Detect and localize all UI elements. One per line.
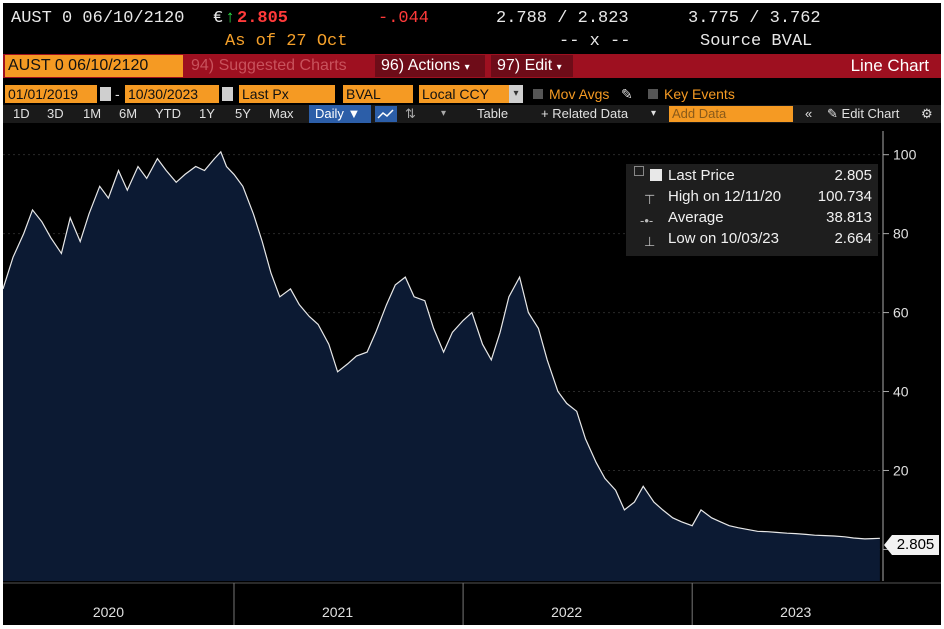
chevron-down-icon[interactable]: ▾	[441, 108, 447, 119]
price-chart: 0204060801002020202120222023	[3, 131, 941, 625]
table-button[interactable]: Table	[477, 106, 509, 121]
legend-last-value: 2.805	[834, 167, 872, 184]
edit-chart-button[interactable]: ✎ Edit Chart	[827, 105, 899, 123]
bloomberg-terminal-window: AUST 0 06/10/2120 € ↑ 2.805 -.044 2.788 …	[3, 3, 941, 625]
average-marker-icon: -•-	[640, 213, 654, 228]
up-arrow-icon: ↑	[225, 9, 236, 28]
chart-parameters-row: 01/01/2019 - 10/30/2023 Last Px BVAL Loc…	[3, 85, 941, 103]
chart-type-label: Line Chart	[850, 56, 929, 75]
chevron-down-icon: ▾	[464, 62, 470, 73]
suggested-charts-menu[interactable]: 94) Suggested Charts	[191, 57, 347, 74]
chevron-down-icon[interactable]: ▾	[651, 108, 657, 119]
price-area	[3, 151, 880, 581]
period-5y[interactable]: 5Y	[235, 106, 251, 121]
y-tick-label: 60	[893, 305, 909, 321]
quote-subheader: As of 27 Oct -- x -- Source BVAL	[3, 31, 941, 53]
add-data-input[interactable]: Add Data	[669, 106, 793, 122]
legend-last-price: Last Price 2.805	[626, 166, 878, 186]
period-1y[interactable]: 1Y	[199, 106, 215, 121]
legend-average-value: 38.813	[826, 209, 872, 226]
price-change: -.044	[378, 9, 430, 28]
actions-menu-label: 96) Actions	[381, 57, 461, 74]
ticker-label: AUST 0 06/10/2120	[11, 9, 185, 28]
series-swatch	[650, 169, 662, 181]
bid-ask: 2.788 / 2.823	[496, 9, 629, 28]
y-tick-label: 80	[893, 226, 909, 242]
y-tick-label: 100	[893, 147, 917, 163]
actions-menu[interactable]: 96) Actions ▾	[375, 55, 485, 77]
collapse-icon[interactable]: «	[805, 106, 813, 121]
key-events-checkbox[interactable]	[648, 89, 658, 99]
mov-avgs-label: Mov Avgs	[549, 86, 610, 102]
low-marker-icon: ⊥	[644, 234, 656, 249]
related-data-button[interactable]: + Related Data	[541, 106, 629, 121]
legend-high-label: High on 12/11/20	[668, 188, 782, 205]
period-max[interactable]: Max	[269, 106, 294, 121]
key-events-label: Key Events	[664, 86, 735, 102]
pencil-icon: ✎	[827, 106, 838, 121]
edit-menu[interactable]: 97) Edit ▾	[491, 55, 573, 77]
period-1d[interactable]: 1D	[13, 106, 30, 121]
y-tick-label: 40	[893, 384, 909, 400]
open-high: 3.775 / 3.762	[688, 9, 821, 28]
last-price-flag: 2.805	[884, 535, 939, 555]
pencil-icon[interactable]: ✎	[621, 86, 633, 102]
currency-symbol: €	[213, 9, 224, 28]
calendar-icon[interactable]	[222, 87, 233, 101]
period-3d[interactable]: 3D	[47, 106, 64, 121]
bar-chart-icon[interactable]: ⇅	[405, 106, 416, 121]
legend-high: ⊤ High on 12/11/20 100.734	[626, 187, 878, 207]
legend-collapse-icon[interactable]	[634, 166, 644, 176]
menu-bar: AUST 0 06/10/2120 94) Suggested Charts 9…	[3, 54, 941, 78]
high-marker-icon: ⊤	[644, 192, 656, 207]
field-selector[interactable]: Last Px	[239, 85, 335, 103]
gear-icon[interactable]: ⚙	[921, 106, 933, 121]
y-tick-label: 20	[893, 462, 909, 478]
chevron-down-icon[interactable]: ▾	[509, 85, 523, 103]
legend-high-value: 100.734	[817, 188, 872, 205]
x-tick-label: 2023	[780, 604, 811, 620]
start-date-field[interactable]: 01/01/2019	[5, 85, 97, 103]
mov-avgs-checkbox[interactable]	[533, 89, 543, 99]
legend-average: -•- Average 38.813	[626, 208, 878, 228]
legend-last-label: Last Price	[668, 167, 735, 184]
frequency-selector[interactable]: Daily ▼	[309, 105, 371, 123]
date-range-dash: -	[115, 86, 120, 102]
period-6m[interactable]: 6M	[119, 106, 138, 121]
line-chart-icon[interactable]	[375, 106, 397, 122]
as-of-date: As of 27 Oct	[225, 32, 348, 51]
source-label: Source BVAL	[700, 32, 813, 51]
x-tick-label: 2022	[551, 604, 582, 620]
end-date-field[interactable]: 10/30/2023	[125, 85, 219, 103]
edit-menu-label: 97) Edit	[497, 57, 553, 74]
x-axis-band	[3, 583, 941, 625]
security-ticker-field[interactable]: AUST 0 06/10/2120	[5, 55, 183, 77]
source-selector[interactable]: BVAL	[343, 85, 413, 103]
legend-low: ⊥ Low on 10/03/23 2.664	[626, 229, 878, 249]
x-tick-label: 2020	[93, 604, 124, 620]
last-price: 2.805	[237, 9, 289, 28]
period-ytd[interactable]: YTD	[155, 106, 181, 121]
calendar-icon[interactable]	[100, 87, 111, 101]
legend-average-label: Average	[668, 209, 724, 226]
chart-legend: Last Price 2.805 ⊤ High on 12/11/20 100.…	[626, 164, 878, 256]
x-tick-label: 2021	[322, 604, 353, 620]
price-line	[3, 150, 880, 540]
chevron-down-icon: ▾	[556, 62, 562, 73]
legend-low-label: Low on 10/03/23	[668, 230, 779, 247]
quote-header: AUST 0 06/10/2120 € ↑ 2.805 -.044 2.788 …	[3, 8, 941, 30]
legend-low-value: 2.664	[834, 230, 872, 247]
currency-selector[interactable]: Local CCY	[419, 85, 509, 103]
period-1m[interactable]: 1M	[83, 106, 102, 121]
separator-text: -- x --	[559, 32, 631, 51]
edit-chart-label: Edit Chart	[841, 106, 900, 121]
toolbar: 1D 3D 1M 6M YTD 1Y 5Y Max Daily ▼ ⇅ ▾ Ta…	[3, 105, 941, 123]
